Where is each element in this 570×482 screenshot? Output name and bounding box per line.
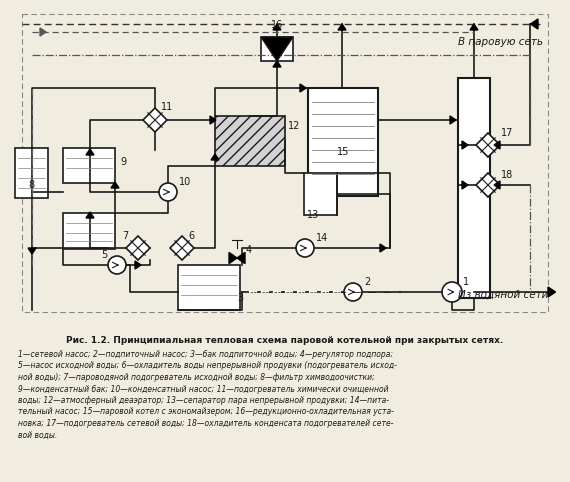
Circle shape [296, 239, 314, 257]
Text: 8: 8 [28, 180, 34, 190]
Circle shape [108, 256, 126, 274]
Polygon shape [476, 173, 500, 197]
Polygon shape [300, 84, 306, 92]
Polygon shape [273, 61, 281, 67]
Text: тельный насос; 15—паровой котел с экономайзером; 16—редукционно-охладительная ус: тельный насос; 15—паровой котел с эконом… [18, 407, 394, 416]
Text: 1—сетевой насос; 2—подпиточный насос; 3—бак подпиточной воды; 4—регулятор подпор: 1—сетевой насос; 2—подпиточный насос; 3—… [18, 350, 393, 359]
Text: 13: 13 [307, 210, 319, 220]
Polygon shape [126, 236, 150, 260]
Text: 5: 5 [101, 250, 107, 260]
Polygon shape [143, 108, 167, 132]
Polygon shape [476, 133, 500, 157]
Polygon shape [210, 116, 216, 124]
Text: 12: 12 [288, 121, 300, 131]
Polygon shape [237, 253, 245, 264]
Polygon shape [494, 141, 500, 149]
Text: 16: 16 [271, 20, 283, 30]
Polygon shape [261, 37, 293, 61]
Polygon shape [548, 287, 556, 297]
Text: Рис. 1.2. Принципиальная тепловая схема паровой котельной при закрытых сетях.: Рис. 1.2. Принципиальная тепловая схема … [66, 336, 504, 345]
Bar [15, 148, 48, 198]
Text: 4: 4 [246, 245, 252, 255]
Polygon shape [111, 182, 119, 188]
Polygon shape [450, 116, 456, 124]
Text: 9—конденсатный бак; 10—конденсатный насос; 11—подогреватель химически очищенной: 9—конденсатный бак; 10—конденсатный насо… [18, 385, 389, 393]
Text: 15: 15 [337, 147, 349, 157]
Polygon shape [86, 212, 94, 218]
Text: 17: 17 [501, 128, 514, 138]
Text: 18: 18 [501, 170, 513, 180]
Text: 5—насос исходной воды; 6—охладитель воды непрерывной продувки (подогреватель исх: 5—насос исходной воды; 6—охладитель воды… [18, 362, 397, 371]
Text: 9: 9 [120, 157, 126, 167]
Text: Из водяной сети: Из водяной сети [458, 290, 548, 300]
Circle shape [159, 183, 177, 201]
Text: 7: 7 [122, 231, 128, 241]
Text: 10: 10 [179, 177, 192, 187]
Bar [458, 78, 490, 298]
Text: 14: 14 [316, 233, 328, 243]
Polygon shape [338, 24, 346, 30]
Text: 11: 11 [161, 102, 173, 112]
Polygon shape [273, 24, 281, 30]
Polygon shape [211, 154, 219, 160]
Polygon shape [531, 19, 538, 29]
Text: 3: 3 [237, 293, 243, 303]
Text: 1: 1 [463, 277, 469, 287]
Polygon shape [170, 236, 194, 260]
Polygon shape [135, 261, 141, 269]
Bar [261, 37, 293, 61]
Bar [63, 148, 115, 183]
Polygon shape [470, 24, 478, 30]
Circle shape [442, 282, 462, 302]
Circle shape [344, 283, 362, 301]
Bar [215, 116, 285, 166]
Text: В паровую сеть: В паровую сеть [458, 37, 543, 47]
Text: вой воды.: вой воды. [18, 430, 57, 440]
Polygon shape [40, 28, 46, 36]
Bar [178, 265, 240, 310]
Bar [304, 173, 337, 215]
Polygon shape [462, 141, 468, 149]
Polygon shape [28, 248, 36, 254]
Polygon shape [462, 181, 468, 189]
Bar [308, 88, 378, 196]
Polygon shape [229, 253, 237, 264]
Text: воды; 12—атмосферный деаэратор; 13—сепаратор пара непрерывной продувки; 14—пита-: воды; 12—атмосферный деаэратор; 13—сепар… [18, 396, 389, 405]
Text: новка; 17—подогреватель сетевой воды; 18—охладитель конденсата подогревателей се: новка; 17—подогреватель сетевой воды; 18… [18, 419, 393, 428]
Text: 2: 2 [364, 277, 370, 287]
Bar [63, 213, 115, 249]
Text: ной воды); 7—пароводяной подогреватель исходной воды; 8—фильтр химводоочистки;: ной воды); 7—пароводяной подогреватель и… [18, 373, 374, 382]
Polygon shape [86, 149, 94, 155]
Polygon shape [494, 181, 500, 189]
Text: 6: 6 [188, 231, 194, 241]
Polygon shape [380, 244, 386, 252]
